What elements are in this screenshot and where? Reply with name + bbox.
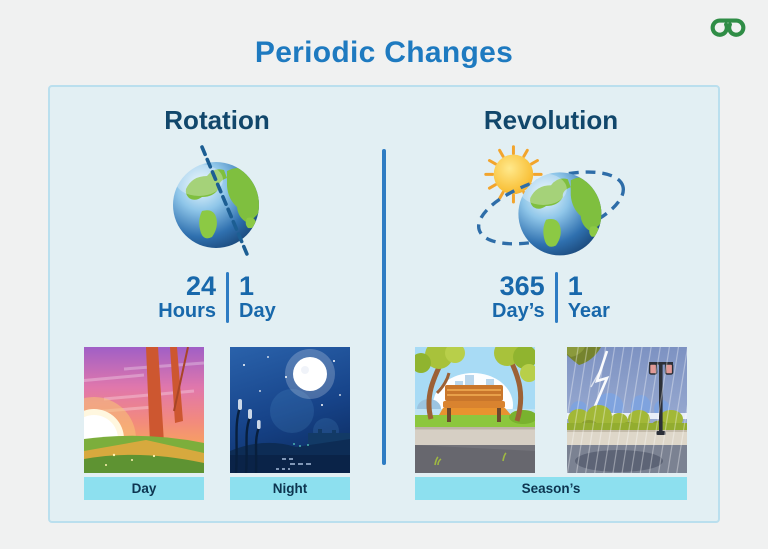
puddle bbox=[575, 450, 663, 473]
night-caption: Night bbox=[230, 477, 350, 501]
rotation-stat-value-1: 24 bbox=[186, 271, 217, 301]
revolution-illustration bbox=[468, 144, 634, 262]
rotation-illustration bbox=[161, 144, 273, 262]
rotation-stat: 24 Hours 1 Day bbox=[158, 271, 276, 324]
seasons-figure-group: Season’s bbox=[415, 347, 687, 501]
revolution-heading: Revolution bbox=[483, 105, 619, 135]
summer-scene-image bbox=[415, 347, 535, 474]
path bbox=[415, 427, 535, 446]
rotation-stat-value-2: 1 bbox=[239, 271, 255, 301]
lightning-bolt bbox=[591, 350, 610, 412]
column-divider bbox=[382, 149, 386, 465]
revolution-stat-value-1: 365 bbox=[499, 271, 545, 301]
revolution-stat-label-2: Year bbox=[567, 300, 610, 323]
revolution-stat: 365 Day’s 1 Year bbox=[492, 271, 610, 324]
seasons-caption: Season’s bbox=[415, 477, 687, 501]
day-caption: Day bbox=[84, 477, 204, 501]
rainy-scene-image bbox=[567, 347, 687, 474]
tree-trunks bbox=[146, 347, 183, 444]
page-title: Periodic Changes bbox=[254, 36, 514, 69]
rotation-stat-label-1: Hours bbox=[158, 300, 217, 323]
park-bench bbox=[439, 385, 511, 423]
day-scene-image bbox=[84, 347, 204, 474]
night-figure: Night bbox=[230, 347, 350, 501]
earth-orbit-sun-icon bbox=[476, 145, 626, 256]
rain-streaks bbox=[567, 347, 687, 474]
rotation-figures: Day bbox=[84, 347, 350, 501]
revolution-stat-label-1: Day’s bbox=[492, 300, 545, 323]
rotation-heading: Rotation bbox=[164, 105, 270, 135]
revolution-column: Revolution bbox=[384, 87, 718, 521]
sun bbox=[493, 154, 534, 195]
rotation-stat-divider bbox=[226, 272, 230, 324]
rotation-stat-label-2: Day bbox=[239, 300, 276, 323]
full-moon bbox=[293, 357, 327, 392]
earth-axis-dashed-line bbox=[200, 145, 251, 261]
earth-tilted-axis-icon bbox=[173, 145, 259, 261]
stars bbox=[243, 356, 341, 407]
rotation-column: Rotation bbox=[50, 87, 384, 521]
reeds bbox=[234, 406, 261, 474]
revolution-stat-value-2: 1 bbox=[567, 271, 583, 301]
revolution-stat-divider bbox=[554, 272, 558, 324]
periodic-changes-panel: Rotation bbox=[48, 85, 720, 523]
day-figure: Day bbox=[84, 347, 204, 501]
sun-rays bbox=[484, 145, 543, 204]
geeksforgeeks-logo-icon bbox=[710, 18, 746, 37]
grass bbox=[415, 415, 535, 428]
night-scene-image bbox=[230, 347, 350, 474]
street-lamp bbox=[648, 362, 674, 436]
